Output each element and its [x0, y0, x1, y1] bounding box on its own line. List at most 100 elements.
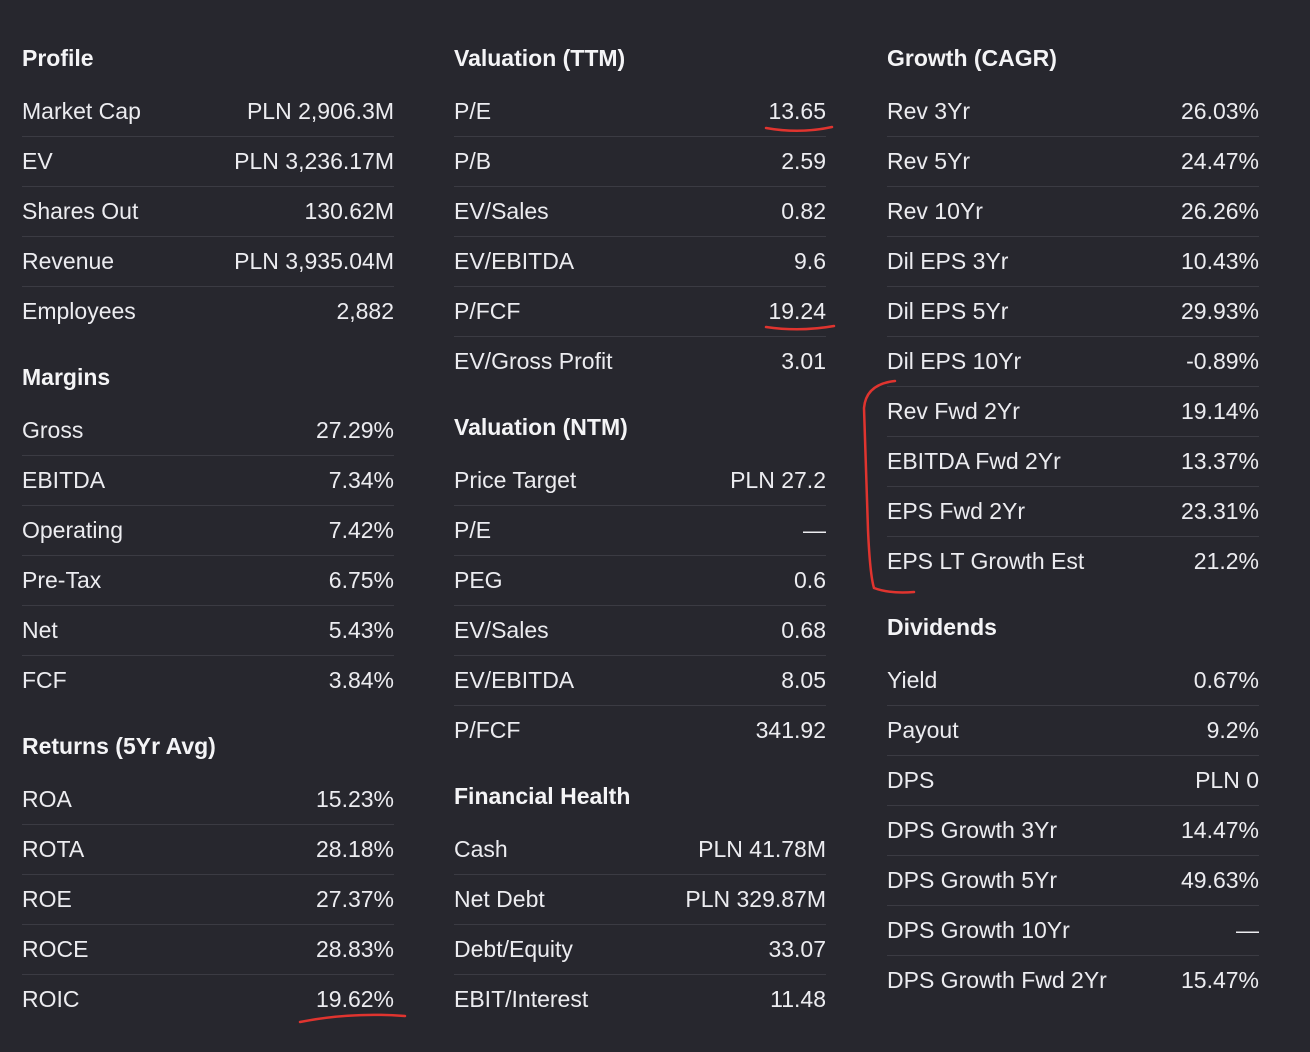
metric-value: 130.62M — [304, 198, 394, 224]
column-valuation-health: Valuation (TTM) P/E 13.65 P/B 2.59 EV/Sales 0.… — [454, 40, 826, 1025]
metric-value: 26.03% — [1180, 98, 1259, 124]
metric-row-rev-3yr: Rev 3Yr 26.03% — [887, 87, 1259, 137]
metric-row-employees: Employees 2,882 — [22, 287, 394, 337]
metric-value: 19.14% — [1180, 398, 1259, 424]
metric-row-ev-ebitda: EV/EBITDA 9.6 — [454, 237, 826, 287]
metric-label: EV/Sales — [454, 617, 549, 643]
metric-value: 9.6 — [794, 248, 826, 274]
metric-value: 10.43% — [1180, 248, 1259, 274]
section-spacer — [22, 706, 394, 728]
metric-label: ROA — [22, 786, 72, 812]
metric-row-ev: EV PLN 3,236.17M — [22, 137, 394, 187]
metric-label: P/E — [454, 517, 492, 543]
metric-value: 7.42% — [328, 517, 394, 543]
metric-row-fcf: FCF 3.84% — [22, 656, 394, 706]
metric-value: 49.63% — [1180, 867, 1259, 893]
metric-label: P/FCF — [454, 717, 521, 743]
metric-row-rev-fwd-2yr: Rev Fwd 2Yr 19.14% — [887, 387, 1259, 437]
metric-value: 3.01 — [781, 348, 826, 374]
metric-row-rev-10yr: Rev 10Yr 26.26% — [887, 187, 1259, 237]
metric-label: EV — [22, 148, 53, 174]
metric-value: PLN 41.78M — [698, 836, 826, 862]
metric-label: EPS Fwd 2Yr — [887, 498, 1026, 524]
section-title-margins: Margins — [22, 364, 111, 390]
metric-row-ebitda: EBITDA 7.34% — [22, 456, 394, 506]
metric-row-ebitda-fwd-2yr: EBITDA Fwd 2Yr 13.37% — [887, 437, 1259, 487]
metric-value: 14.47% — [1180, 817, 1259, 843]
section-title-dividends: Dividends — [887, 614, 997, 640]
metric-label: Shares Out — [22, 198, 139, 224]
metric-value: 9.2% — [1206, 717, 1259, 743]
metric-row-ev-ebitda: EV/EBITDA 8.05 — [454, 656, 826, 706]
metric-value: PLN 0 — [1195, 767, 1259, 793]
metric-value: 8.05 — [781, 667, 826, 693]
metric-value: 3.84% — [328, 667, 394, 693]
metric-value: -0.89% — [1186, 348, 1259, 374]
metric-row-p-fcf: P/FCF 19.24 — [454, 287, 826, 337]
metric-label: Employees — [22, 298, 136, 324]
metric-row-dil-eps-10yr: Dil EPS 10Yr -0.89% — [887, 337, 1259, 387]
metric-row-roe: ROE 27.37% — [22, 875, 394, 925]
metric-row-p-e: P/E — — [454, 506, 826, 556]
metric-label: DPS Growth 5Yr — [887, 867, 1057, 893]
metric-label: Dil EPS 5Yr — [887, 298, 1009, 324]
metric-label: Price Target — [454, 467, 577, 493]
metric-row-eps-fwd-2yr: EPS Fwd 2Yr 23.31% — [887, 487, 1259, 537]
metric-value: 28.83% — [315, 936, 394, 962]
metric-row-ebit-interest: EBIT/Interest 11.48 — [454, 975, 826, 1025]
metric-label: DPS — [887, 767, 935, 793]
metric-value: 2.59 — [781, 148, 826, 174]
metric-label: P/FCF — [454, 298, 521, 324]
metric-row-ev-gross-profit: EV/Gross Profit 3.01 — [454, 337, 826, 387]
metric-row-payout: Payout 9.2% — [887, 706, 1259, 756]
section-title-valuation-ntm: Valuation (NTM) — [454, 414, 628, 440]
metric-value: 0.67% — [1193, 667, 1259, 693]
metric-value: 13.65 — [768, 98, 826, 124]
section-spacer — [887, 587, 1259, 609]
metric-row-market-cap: Market Cap PLN 2,906.3M — [22, 87, 394, 137]
metric-value: 341.92 — [755, 717, 826, 743]
metric-label: Revenue — [22, 248, 115, 274]
metric-row-net: Net 5.43% — [22, 606, 394, 656]
metric-label: P/B — [454, 148, 492, 174]
metric-value: 6.75% — [328, 567, 394, 593]
section-title-financial-health: Financial Health — [454, 783, 631, 809]
metric-label: ROCE — [22, 936, 89, 962]
metric-label: EBIT/Interest — [454, 986, 589, 1012]
metric-row-dps-growth-10yr: DPS Growth 10Yr — — [887, 906, 1259, 956]
metric-row-dps-growth-5yr: DPS Growth 5Yr 49.63% — [887, 856, 1259, 906]
metric-value: 5.43% — [328, 617, 394, 643]
metric-row-cash: Cash PLN 41.78M — [454, 825, 826, 875]
metric-row-net-debt: Net Debt PLN 329.87M — [454, 875, 826, 925]
metric-row-dil-eps-3yr: Dil EPS 3Yr 10.43% — [887, 237, 1259, 287]
metric-row-p-e: P/E 13.65 — [454, 87, 826, 137]
metric-row-dps: DPS PLN 0 — [887, 756, 1259, 806]
metric-row-shares-out: Shares Out 130.62M — [22, 187, 394, 237]
metric-row-revenue: Revenue PLN 3,935.04M — [22, 237, 394, 287]
section-title-profile: Profile — [22, 45, 94, 71]
metric-label: DPS Growth 3Yr — [887, 817, 1057, 843]
metric-row-roce: ROCE 28.83% — [22, 925, 394, 975]
metric-label: Payout — [887, 717, 959, 743]
metric-value: 26.26% — [1180, 198, 1259, 224]
metric-label: EV/Gross Profit — [454, 348, 613, 374]
metric-value: 33.07 — [768, 936, 826, 962]
metric-label: Net Debt — [454, 886, 545, 912]
metric-row-eps-lt-growth-est: EPS LT Growth Est 21.2% — [887, 537, 1259, 587]
metric-value: 21.2% — [1193, 548, 1259, 574]
metric-label: DPS Growth Fwd 2Yr — [887, 967, 1107, 993]
metric-row-dps-growth-fwd-2yr: DPS Growth Fwd 2Yr 15.47% — [887, 956, 1259, 1006]
metric-row-dps-growth-3yr: DPS Growth 3Yr 14.47% — [887, 806, 1259, 856]
metric-label: Yield — [887, 667, 938, 693]
metric-row-pre-tax: Pre-Tax 6.75% — [22, 556, 394, 606]
column-profile-margins-returns: Profile Market Cap PLN 2,906.3M EV PLN 3,236… — [22, 40, 394, 1025]
metric-label: EBITDA Fwd 2Yr — [887, 448, 1061, 474]
metric-row-rota: ROTA 28.18% — [22, 825, 394, 875]
section-title-growth-cagr: Growth (CAGR) — [887, 45, 1057, 71]
column-growth-dividends: Growth (CAGR) Rev 3Yr 26.03% Rev 5Yr 24.47% R… — [887, 40, 1259, 1006]
metric-row-operating: Operating 7.42% — [22, 506, 394, 556]
metric-value: 19.24 — [768, 298, 826, 324]
metric-label: PEG — [454, 567, 503, 593]
metric-row-price-target: Price Target PLN 27.2 — [454, 456, 826, 506]
metric-value: 23.31% — [1180, 498, 1259, 524]
